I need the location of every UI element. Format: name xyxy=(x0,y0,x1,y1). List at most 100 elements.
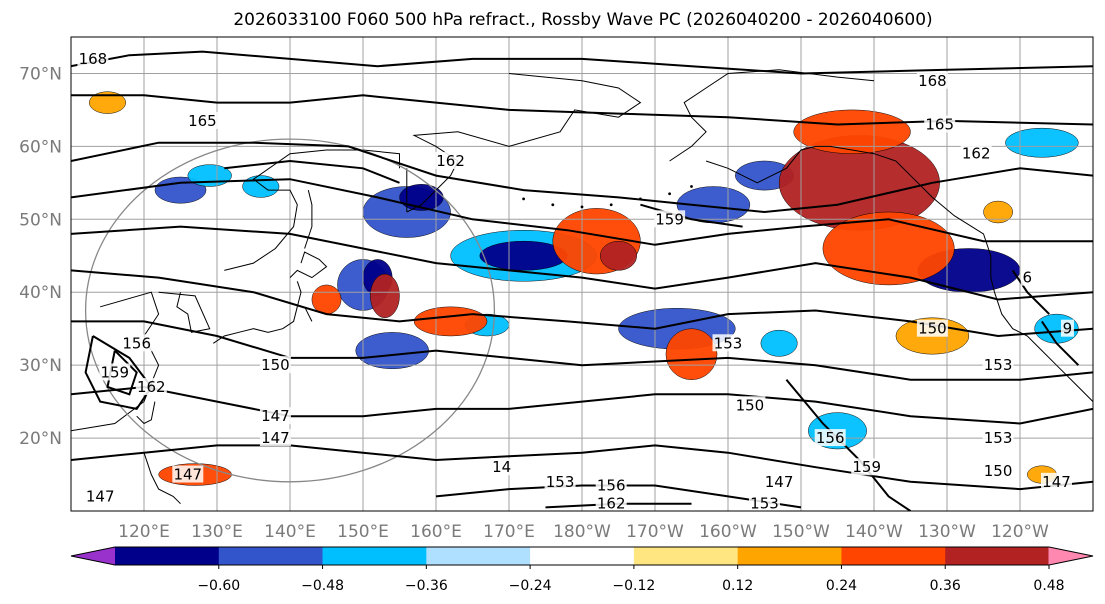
colorbar-bin xyxy=(530,547,635,565)
contour-label-bg xyxy=(172,465,204,483)
colorbar-extend-min xyxy=(71,547,116,565)
contour-label: 9 xyxy=(1063,320,1073,338)
coastline xyxy=(158,291,211,333)
island xyxy=(668,192,671,196)
x-tick-label: 140°E xyxy=(264,522,316,542)
contour-label: 165 xyxy=(925,116,954,134)
contour-label: 147 xyxy=(173,466,202,484)
colorbar-bin xyxy=(945,547,1050,565)
x-tick-label: 150°W xyxy=(772,522,830,542)
island xyxy=(609,203,613,207)
colorbar-tick-label: 0.12 xyxy=(722,578,753,594)
height-contour xyxy=(71,225,1093,301)
y-tick-label: 30°N xyxy=(19,356,62,376)
contour-label-bg xyxy=(734,396,766,414)
coastline xyxy=(143,452,181,505)
contour-label: 156 xyxy=(816,429,845,447)
contour-label: 153 xyxy=(546,473,575,491)
contour-label: 150 xyxy=(736,396,765,414)
island xyxy=(551,203,555,207)
y-tick-label: 40°N xyxy=(19,283,62,303)
height-contour xyxy=(1041,320,1080,366)
contour-label: 159 xyxy=(100,363,129,381)
height-contour xyxy=(71,94,1093,126)
colorbar-bin xyxy=(841,547,946,565)
contour-label: 150 xyxy=(918,320,947,338)
refract-blob xyxy=(413,306,488,337)
x-tick-label: 160°W xyxy=(699,522,757,542)
contour-label-bg xyxy=(916,71,948,89)
colorbar-extend-max xyxy=(1048,547,1093,565)
colorbar-bin xyxy=(737,547,843,565)
height-contour xyxy=(1011,269,1050,315)
contour-label-bg xyxy=(982,429,1014,447)
contour-label-bg xyxy=(916,319,948,337)
x-tick-label: 120°E xyxy=(118,522,170,542)
contour-label-bg xyxy=(960,144,992,162)
contour-label: 147 xyxy=(86,487,115,505)
contour-label-bg xyxy=(259,429,291,447)
x-tick-label: 120°W xyxy=(991,522,1049,542)
contour-label: 14 xyxy=(492,458,511,476)
contour-label: 156 xyxy=(597,476,626,494)
refract-blob xyxy=(600,240,637,271)
island xyxy=(580,205,584,209)
height-contour xyxy=(71,269,1093,338)
x-tick-label: 170°E xyxy=(483,522,535,542)
colorbar-bin xyxy=(218,547,324,565)
contour-label-bg xyxy=(712,334,744,352)
height-contour xyxy=(224,159,400,184)
height-contour xyxy=(84,335,153,411)
contour-label: 159 xyxy=(655,210,684,228)
contour-label: 153 xyxy=(984,429,1013,447)
chart-title: 2026033100 F060 500 hPa refract., Rossby… xyxy=(233,10,932,30)
contour-label: 6 xyxy=(1023,269,1033,287)
x-tick-labels: 120°E 130°E 140°E 150°E 160°E 170°E 180°W 170°W… xyxy=(118,522,1049,542)
refract-blob xyxy=(665,328,718,380)
y-tick-labels: 20°N 30°N 40°N 50°N 60°N 70°N xyxy=(19,64,62,449)
height-contour xyxy=(71,141,1093,214)
contour-label-bg xyxy=(135,378,167,396)
boundary-circle xyxy=(84,138,496,483)
contour-label: 150 xyxy=(261,356,290,374)
contour-label-bg xyxy=(1020,268,1034,286)
contour-label-bg xyxy=(763,472,795,490)
x-tick-label: 130°E xyxy=(191,522,243,542)
colorbar-tick-label: −0.48 xyxy=(301,578,344,594)
x-tick-label: 170°W xyxy=(626,522,684,542)
contour-labels: 1681651621591681651621561591621501471471… xyxy=(77,49,1074,511)
contour-label: 153 xyxy=(984,356,1013,374)
height-contour xyxy=(71,50,1093,75)
x-tick-label: 180°W xyxy=(553,522,611,542)
colorbar-tick-label: −0.12 xyxy=(612,578,655,594)
height-contours xyxy=(71,50,1093,511)
contour-label: 168 xyxy=(79,50,108,68)
coastline xyxy=(406,73,642,213)
refract-blob xyxy=(89,91,126,114)
y-tick-label: 50°N xyxy=(19,210,62,230)
colorbar-bin xyxy=(633,547,739,565)
contour-label-bg xyxy=(982,461,1014,479)
colorbar-tick-label: −0.36 xyxy=(405,578,448,594)
contour-label-bg xyxy=(121,334,153,352)
contour-label-bg xyxy=(982,356,1014,374)
coastline xyxy=(136,401,156,425)
contour-label-bg xyxy=(490,458,513,476)
coastline xyxy=(705,145,1093,402)
colorbar-bin xyxy=(426,547,531,565)
contour-label-bg xyxy=(814,429,846,447)
colorbar xyxy=(70,546,1094,566)
colorbar-tick-labels: −0.60 −0.48 −0.36 −0.24 −0.12 0.12 0.24 0.36 0.4… xyxy=(197,565,1065,594)
coastline xyxy=(304,306,313,322)
refract-blob xyxy=(1005,127,1079,158)
island xyxy=(690,185,693,188)
refract-blob xyxy=(311,284,342,315)
colorbar-bin xyxy=(322,547,427,565)
contour-label-bg xyxy=(84,487,116,505)
contour-label: 159 xyxy=(852,458,881,476)
contour-label-bg xyxy=(595,494,627,511)
height-contour xyxy=(71,178,1093,246)
height-contour xyxy=(71,385,1093,425)
coastline xyxy=(213,281,302,344)
